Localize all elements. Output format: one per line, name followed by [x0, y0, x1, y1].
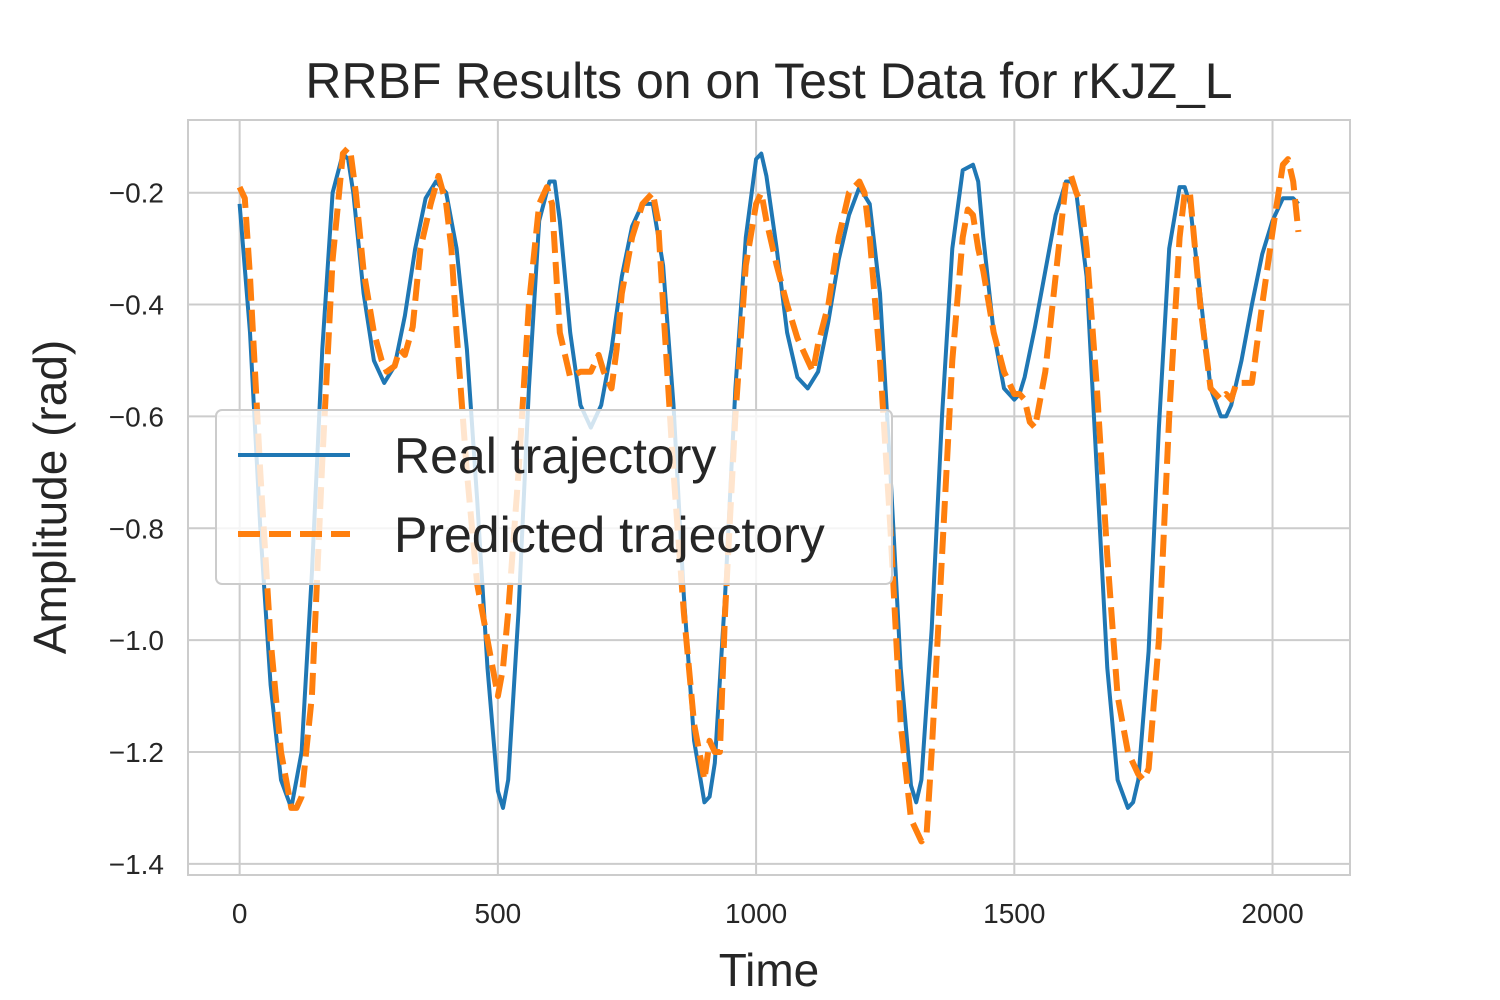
legend-box — [215, 409, 893, 585]
legend-label-predicted: Predicted trajectory — [394, 507, 825, 563]
y-tick-label: −0.4 — [109, 290, 164, 321]
y-tick-label: −0.2 — [109, 178, 164, 209]
y-tick-label: −1.2 — [109, 737, 164, 768]
chart-title: RRBF Results on on Test Data for rKJZ_L — [305, 53, 1232, 109]
x-axis-label: Time — [719, 944, 820, 996]
predicted-trajectory-line — [236, 145, 1302, 845]
x-tick-label: 0 — [232, 898, 248, 929]
x-tick-label: 2000 — [1241, 898, 1303, 929]
tick-labels: 0 500 1000 1500 2000 −1.4 −1.2 −1.0 −0.8 −0.6 −0.4… — [109, 178, 1304, 929]
x-tick-label: 1000 — [725, 898, 787, 929]
series-lines — [236, 145, 1302, 845]
y-axis-label: Amplitude (rad) — [24, 340, 76, 654]
real-trajectory-line — [237, 151, 1300, 810]
x-tick-label: 500 — [475, 898, 522, 929]
y-tick-label: −0.6 — [109, 401, 164, 432]
legend-label-real: Real trajectory — [394, 428, 716, 484]
legend: Real trajectory Predicted trajectory — [215, 409, 893, 585]
plot-frame — [187, 119, 1351, 876]
x-tick-label: 1500 — [983, 898, 1045, 929]
y-tick-label: −1.0 — [109, 625, 164, 656]
y-tick-label: −0.8 — [109, 513, 164, 544]
y-tick-label: −1.4 — [109, 849, 164, 880]
